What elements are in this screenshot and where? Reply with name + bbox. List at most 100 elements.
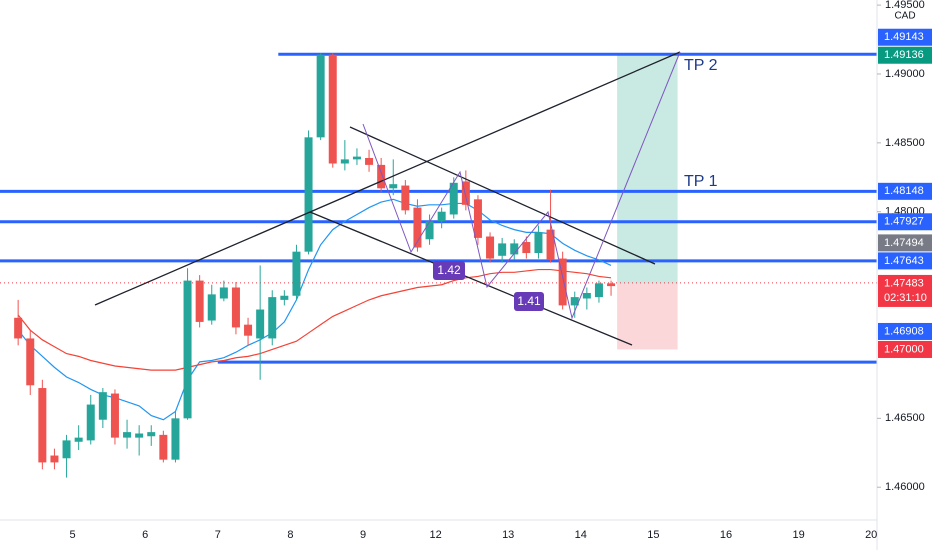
y-tick-label: 1.48500: [885, 137, 925, 149]
candle-body: [365, 157, 374, 165]
candle-body: [413, 207, 422, 248]
price-tag-label: 1.49136: [884, 49, 924, 61]
x-tick-label: 9: [360, 529, 366, 541]
x-tick-label: 8: [287, 529, 293, 541]
candle-body: [582, 292, 591, 299]
candle-body: [340, 159, 349, 164]
candle-body: [98, 392, 107, 420]
x-tick-label: 15: [647, 529, 659, 541]
candle-body: [389, 184, 398, 189]
y-tick-label: 1.46500: [885, 412, 925, 424]
price-tag-label: 1.47000: [884, 343, 924, 355]
candle-body: [171, 418, 180, 460]
candle-body: [522, 242, 531, 254]
x-tick-label: 12: [429, 529, 441, 541]
price-tag: [878, 182, 932, 200]
candle-body: [292, 251, 301, 296]
candle-body: [38, 388, 47, 463]
plot-area: [0, 52, 877, 478]
candle-body: [123, 432, 132, 438]
x-tick-label: 20: [865, 529, 877, 541]
x-tick-label: 14: [575, 529, 587, 541]
candle-body: [316, 54, 325, 138]
price-tag: [878, 234, 932, 252]
price-tag-label: 1.46908: [884, 325, 924, 337]
y-tick-label: 1.49000: [885, 68, 925, 80]
price-tag: [878, 28, 932, 46]
candle-body: [14, 317, 23, 339]
x-tick-label: 19: [792, 529, 804, 541]
candle-body: [231, 287, 240, 328]
candle-body: [159, 434, 168, 460]
price-tag-label: 1.49143: [884, 31, 924, 43]
ratio-label: 1.42: [437, 263, 461, 277]
candle-body: [26, 338, 35, 386]
candle-body: [50, 455, 59, 463]
ratio-box: [514, 292, 544, 311]
price-tag: [878, 340, 932, 358]
candle-body: [62, 440, 71, 459]
drawings: TP 2 TP 1 1.42 1.41: [94, 51, 718, 346]
candle-body: [498, 243, 507, 256]
candle-body: [558, 258, 567, 306]
zigzag-pattern: [362, 51, 681, 320]
price-tag: [878, 46, 932, 64]
price-tag: [878, 252, 932, 270]
candle-body: [425, 221, 434, 240]
price-tag: [878, 274, 932, 307]
y-tick-label: 1.46000: [885, 481, 925, 493]
candle-body: [401, 185, 410, 211]
candle-body: [244, 324, 253, 336]
x-tick-label: 6: [142, 529, 148, 541]
price-tag-label: 1.48148: [884, 185, 924, 197]
price-tag: [878, 213, 932, 231]
candle-body: [486, 236, 495, 259]
candle-body: [352, 156, 361, 160]
moving-average: [17, 268, 612, 371]
candle-body: [607, 283, 616, 287]
x-tick-label: 16: [720, 529, 732, 541]
candle-body: [195, 280, 204, 322]
annotation: TP 2: [684, 57, 718, 74]
candle-body: [280, 295, 289, 300]
candle-body: [86, 404, 95, 441]
candle-body: [594, 283, 603, 298]
price-axis: 1.495001.490001.485001.480001.465001.460…: [877, 0, 932, 493]
price-tag-label: 1.47483: [884, 277, 924, 289]
candle-body: [135, 433, 144, 438]
currency: CAD: [894, 11, 915, 22]
candle-body: [377, 164, 386, 189]
price-tag: [878, 322, 932, 340]
x-tick-label: 5: [70, 529, 76, 541]
candle-body: [110, 393, 119, 438]
candle-body: [268, 297, 277, 339]
ratio-box: [433, 261, 465, 280]
trend-line: [94, 51, 681, 306]
candle-body: [74, 437, 83, 442]
price-tag-label: 1.47927: [884, 216, 924, 228]
stop-zone: [617, 282, 678, 350]
candle-body: [534, 232, 543, 254]
candle-body: [256, 309, 265, 339]
candle-body: [183, 280, 192, 419]
candle-body: [510, 243, 519, 255]
ratio-label: 1.41: [517, 294, 541, 308]
candle-body: [449, 182, 458, 215]
x-tick-label: 7: [215, 529, 221, 541]
candle-body: [219, 287, 228, 299]
candle-body: [328, 54, 337, 164]
annotation: TP 1: [684, 173, 718, 190]
candle-body: [207, 294, 216, 321]
candle-body: [461, 181, 470, 205]
target-zone: [617, 55, 678, 283]
candle-body: [473, 199, 482, 238]
price-tag-label: 1.47494: [884, 237, 924, 249]
candle-body: [546, 229, 555, 260]
countdown: 02:31:10: [884, 292, 927, 304]
candle-body: [437, 211, 446, 222]
channel-line: [349, 126, 656, 265]
price-tag-label: 1.47643: [884, 255, 924, 267]
